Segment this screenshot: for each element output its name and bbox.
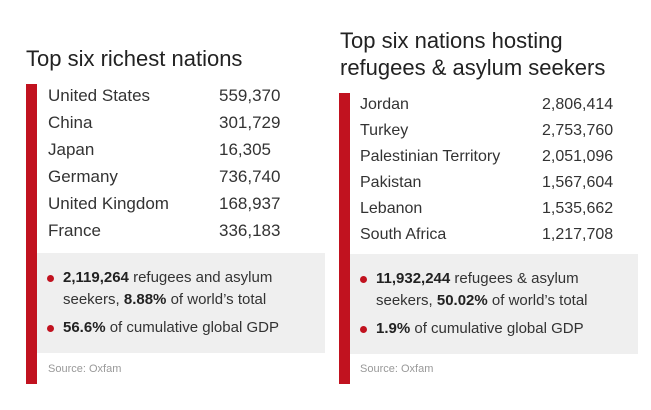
refugee-count: 16,305 [219, 140, 271, 159]
refugee-count: 1,535,662 [542, 200, 614, 217]
gdp-share-text: 56.6% of cumulative global GDP [63, 317, 319, 339]
refugee-count: 2,051,096 [542, 148, 614, 165]
refugee-count: 1,217,708 [542, 226, 614, 243]
gdp-share: 56.6% [63, 319, 106, 336]
summary-text: of cumulative global GDP [105, 319, 279, 336]
summary-text: refugees & asylum seekers, [376, 270, 579, 309]
title-line: refugees & asylum seekers [340, 55, 606, 80]
country-name: Lebanon [360, 200, 423, 217]
summary-text: of world’s total [487, 292, 588, 309]
summary-box: 2,119,264 refugees and asylum seekers, 8… [37, 253, 325, 353]
country-name: Pakistan [360, 174, 422, 191]
world-share: 8.88% [123, 291, 167, 308]
accent-bar [339, 93, 350, 384]
country-name: United States [48, 86, 151, 105]
country-name: Germany [48, 167, 118, 186]
refugee-total: 2,119,264 [63, 269, 129, 286]
summary-text: of world’s total [166, 291, 267, 308]
refugee-count: 336,183 [219, 221, 281, 240]
country-name: South Africa [360, 226, 447, 243]
refugee-count: 2,753,760 [542, 122, 614, 139]
refugee-count: 559,370 [219, 86, 281, 105]
country-name: Japan [48, 140, 95, 159]
summary-text: of cumulative global GDP [410, 320, 584, 337]
country-name: Turkey [360, 122, 409, 139]
refugee-count: 736,740 [219, 167, 281, 186]
source-note: Source: Oxfam [48, 363, 122, 375]
bullet-dot-icon [47, 325, 54, 332]
refugee-count: 301,729 [219, 113, 281, 132]
richest-nations-title: Top six richest nations [26, 46, 243, 71]
refugee-share-text: 11,932,244 refugees & asylum seekers, 50… [376, 268, 632, 312]
summary-box: 11,932,244 refugees & asylum seekers, 50… [350, 254, 638, 354]
gdp-share: 1.9% [376, 320, 411, 337]
country-name: Palestinian Territory [360, 148, 501, 165]
gdp-share-text: 1.9% of cumulative global GDP [376, 318, 632, 340]
refugee-count: 2,806,414 [542, 96, 614, 113]
country-name: China [48, 113, 93, 132]
country-name: Jordan [360, 96, 409, 113]
source-note: Source: Oxfam [360, 363, 434, 375]
refugee-total: 11,932,244 [376, 270, 451, 287]
country-name: France [48, 221, 101, 240]
hosting-nations-title: Top six nations hosting refugees & asylu… [340, 27, 605, 81]
accent-bar [26, 84, 37, 384]
refugee-share-text: 2,119,264 refugees and asylum seekers, 8… [63, 267, 319, 311]
bullet-dot-icon [360, 326, 367, 333]
title-line: Top six nations hosting [340, 28, 563, 53]
refugee-count: 1,567,604 [542, 174, 614, 191]
refugee-count: 168,937 [219, 194, 281, 213]
world-share: 50.02% [436, 292, 488, 309]
summary-text: refugees and asylum seekers, [63, 269, 273, 308]
country-name: United Kingdom [48, 194, 169, 213]
bullet-dot-icon [47, 275, 54, 282]
bullet-dot-icon [360, 276, 367, 283]
